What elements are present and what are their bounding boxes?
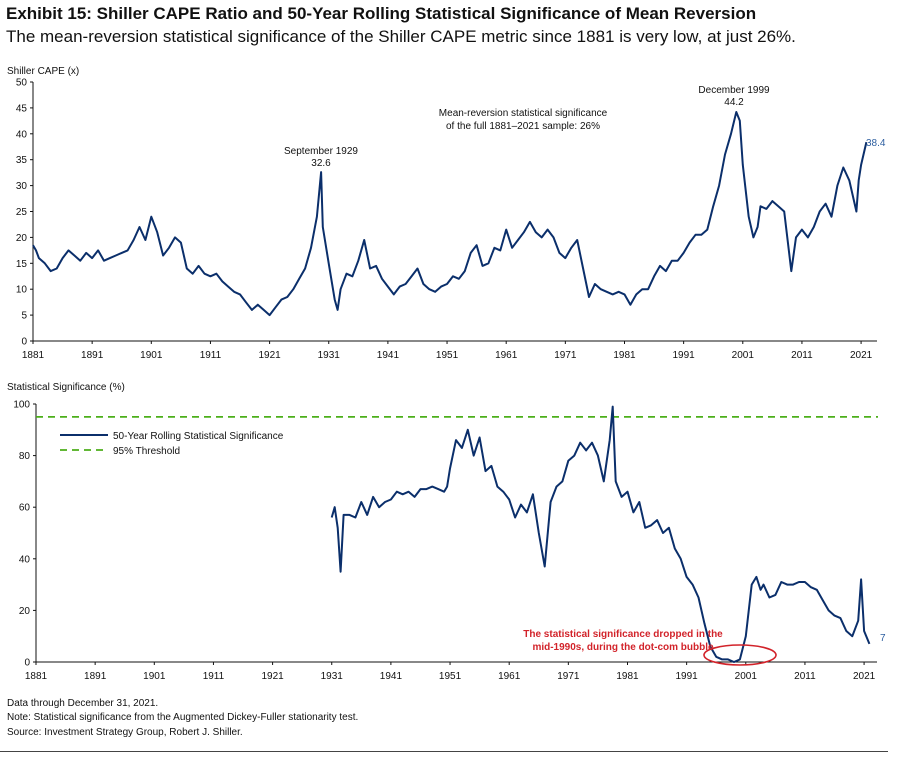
annotation-dec-1999-date: December 1999 [698, 85, 770, 96]
x-tick-label: 1961 [495, 350, 518, 361]
x-tick-label: 1901 [140, 350, 163, 361]
cape-chart: Shiller CAPE (x) 0 5 10 15 20 25 30 35 40 45 50 18… [7, 66, 886, 361]
annotation-full-sample: Mean-reversion statistical significance … [439, 108, 608, 132]
y-tick-label: 0 [21, 337, 27, 348]
y-tick-label: 30 [16, 181, 28, 192]
x-tick-label: 1951 [439, 671, 462, 682]
significance-x-ticks: 1881 1891 1901 1911 1921 1931 1941 1951 1961 1971… [25, 662, 876, 682]
x-tick-label: 1881 [25, 671, 48, 682]
x-tick-label: 1991 [673, 350, 696, 361]
annotation-full-sample-line1: Mean-reversion statistical significance [439, 108, 608, 119]
x-tick-label: 1941 [380, 671, 403, 682]
y-tick-label: 20 [16, 233, 28, 244]
cape-y-axis-label: Shiller CAPE (x) [7, 66, 79, 77]
bottom-rule [0, 751, 888, 752]
y-tick-label: 50 [16, 78, 28, 89]
y-tick-label: 40 [19, 554, 31, 565]
annotation-sep-1929-value: 32.6 [311, 158, 331, 169]
x-tick-label: 1921 [261, 671, 284, 682]
legend: 50-Year Rolling Statistical Significance… [60, 431, 284, 457]
x-tick-label: 1971 [557, 671, 580, 682]
significance-series-line [330, 405, 871, 663]
x-tick-label: 1891 [81, 350, 104, 361]
x-tick-label: 1941 [377, 350, 400, 361]
chart-subtitle: The mean-reversion statistical significa… [6, 27, 796, 46]
cape-series-line [32, 111, 868, 317]
y-tick-label: 40 [16, 129, 28, 140]
annotation-dec-1999: December 1999 44.2 [698, 85, 770, 108]
x-tick-label: 1921 [258, 350, 281, 361]
x-tick-label: 2011 [794, 671, 816, 682]
footnote-source: Source: Investment Strategy Group, Rober… [7, 727, 243, 738]
y-tick-label: 15 [16, 259, 28, 270]
cape-x-ticks: 1881 1891 1901 1911 1921 1931 1941 1951 1961 1971… [22, 341, 873, 361]
significance-end-value-label: 7 [880, 633, 886, 644]
footnote-note: Note: Statistical significance from the … [7, 712, 359, 723]
x-tick-label: 2011 [791, 350, 813, 361]
legend-label-threshold: 95% Threshold [113, 446, 180, 457]
x-tick-label: 2001 [732, 350, 755, 361]
y-tick-label: 35 [16, 155, 28, 166]
cape-y-ticks: 0 5 10 15 20 25 30 35 40 45 50 [16, 78, 33, 348]
x-tick-label: 1891 [84, 671, 107, 682]
x-tick-label: 1991 [676, 671, 699, 682]
y-tick-label: 100 [13, 400, 30, 411]
x-tick-label: 1981 [616, 671, 639, 682]
x-tick-label: 2021 [850, 350, 873, 361]
y-tick-label: 20 [19, 606, 31, 617]
footnote-data-through: Data through December 31, 2021. [7, 698, 159, 709]
x-tick-label: 1931 [318, 350, 341, 361]
y-tick-label: 5 [21, 311, 27, 322]
x-tick-label: 1901 [143, 671, 166, 682]
significance-y-axis-label: Statistical Significance (%) [7, 382, 125, 393]
x-tick-label: 1911 [203, 671, 225, 682]
significance-chart: Statistical Significance (%) 0 20 40 60 80 10… [7, 382, 886, 682]
y-tick-label: 25 [16, 207, 28, 218]
annotation-dotcom-line1: The statistical significance dropped in … [523, 629, 723, 640]
x-tick-label: 2021 [853, 671, 876, 682]
y-tick-label: 0 [24, 658, 30, 669]
x-tick-label: 1881 [22, 350, 45, 361]
annotation-dotcom: The statistical significance dropped in … [523, 629, 777, 666]
annotation-dec-1999-value: 44.2 [724, 97, 744, 108]
significance-y-ticks: 0 20 40 60 80 100 [13, 400, 36, 669]
x-tick-label: 1911 [200, 350, 222, 361]
x-tick-label: 1951 [436, 350, 459, 361]
y-tick-label: 45 [16, 103, 28, 114]
y-tick-label: 80 [19, 451, 31, 462]
x-tick-label: 1931 [321, 671, 344, 682]
annotation-dotcom-line2: mid-1990s, during the dot-com bubble [532, 642, 714, 653]
x-tick-label: 1971 [554, 350, 577, 361]
annotation-sep-1929-date: September 1929 [284, 146, 358, 157]
annotation-dotcom-circle [703, 644, 777, 666]
annotation-sep-1929: September 1929 32.6 [284, 146, 358, 169]
chart-title: Exhibit 15: Shiller CAPE Ratio and 50-Ye… [6, 4, 757, 23]
x-tick-label: 1981 [613, 350, 636, 361]
y-tick-label: 60 [19, 503, 31, 514]
legend-label-significance: 50-Year Rolling Statistical Significance [113, 431, 284, 442]
annotation-full-sample-line2: of the full 1881–2021 sample: 26% [446, 121, 600, 132]
cape-end-value-label: 38.4 [866, 138, 886, 149]
y-tick-label: 10 [16, 285, 28, 296]
x-tick-label: 2001 [735, 671, 758, 682]
x-tick-label: 1961 [498, 671, 521, 682]
